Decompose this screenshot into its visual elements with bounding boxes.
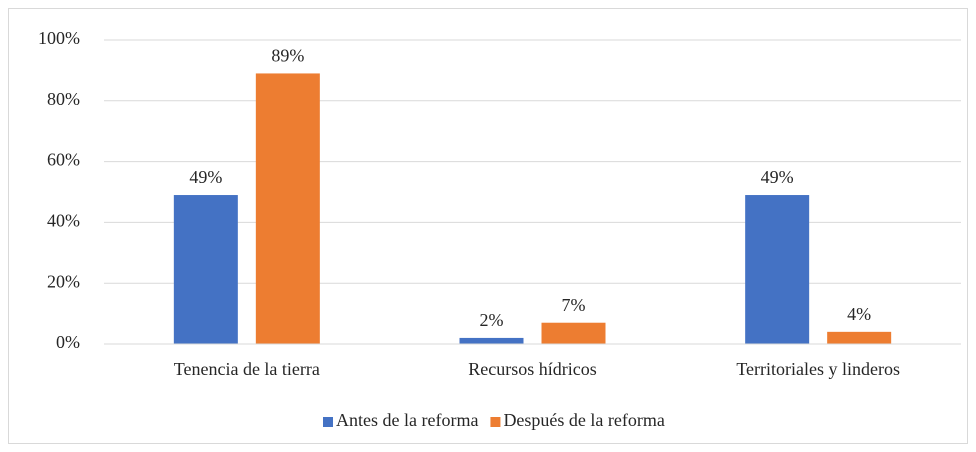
bar xyxy=(745,195,810,344)
bar xyxy=(459,337,524,344)
bar xyxy=(827,331,892,344)
data-label: 2% xyxy=(480,310,504,330)
legend-swatch xyxy=(323,417,333,427)
data-label: 7% xyxy=(562,295,586,315)
data-label: 89% xyxy=(271,46,304,66)
legend-label: Antes de la reforma xyxy=(336,410,478,430)
y-tick-label: 80% xyxy=(47,89,80,109)
y-tick-label: 20% xyxy=(47,271,80,291)
y-tick-label: 60% xyxy=(47,150,80,170)
bar xyxy=(255,73,320,344)
legend-label: Después de la reforma xyxy=(503,410,664,430)
y-tick-label: 100% xyxy=(38,28,80,48)
bar xyxy=(541,322,606,344)
y-tick-label: 0% xyxy=(56,332,80,352)
legend-swatch xyxy=(490,417,501,427)
data-label: 4% xyxy=(847,304,871,324)
bar xyxy=(173,195,238,344)
y-tick-label: 40% xyxy=(47,211,80,231)
data-label: 49% xyxy=(189,167,222,187)
x-tick-label: Tenencia de la tierra xyxy=(174,359,320,379)
x-tick-label: Recursos hídricos xyxy=(468,359,596,379)
data-label: 49% xyxy=(761,167,794,187)
x-tick-label: Territoriales y linderos xyxy=(736,359,900,379)
